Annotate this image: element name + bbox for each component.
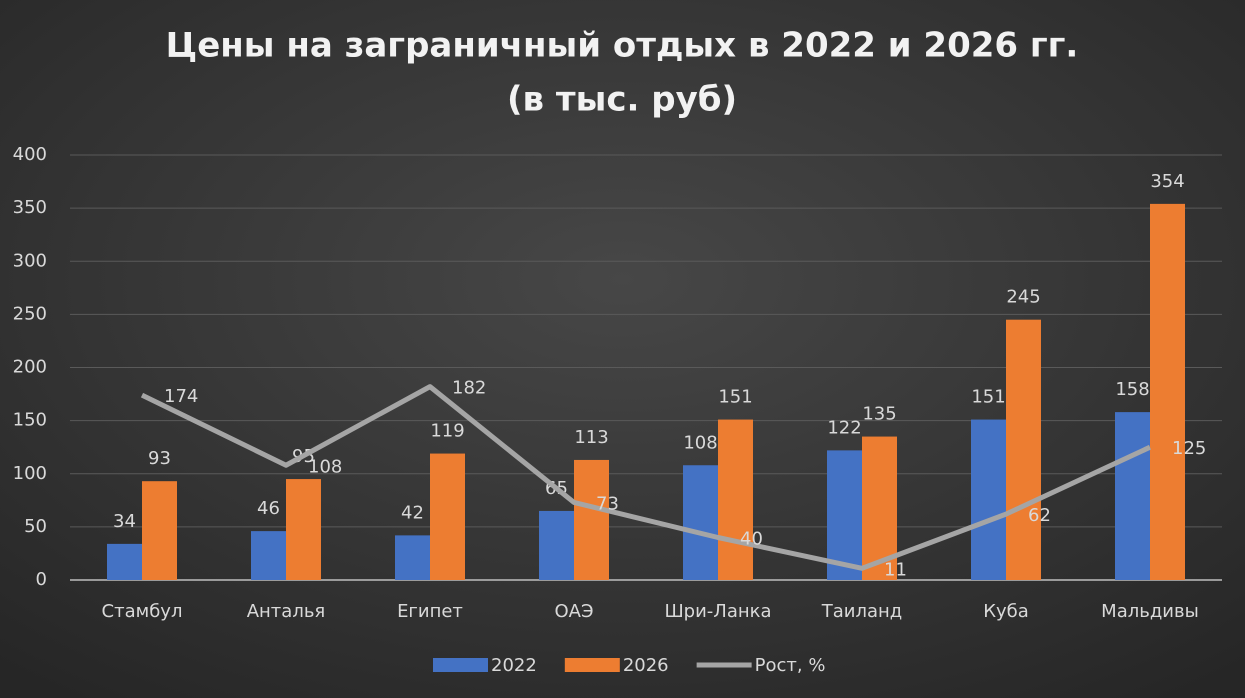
x-tick-label: Шри-Ланка: [664, 601, 771, 622]
data-label: 151: [718, 387, 752, 408]
bar: [395, 535, 430, 580]
legend-label: 2026: [623, 655, 669, 676]
data-label: 40: [740, 529, 763, 550]
data-label: 354: [1150, 171, 1184, 192]
x-tick-label: Стамбул: [102, 601, 183, 622]
bar: [107, 543, 142, 580]
legend-swatch: [564, 658, 620, 672]
y-tick-label: 100: [13, 463, 47, 484]
x-tick-label: Анталья: [247, 601, 326, 622]
bar: [971, 419, 1006, 580]
x-tick-label: Куба: [983, 601, 1029, 622]
legend-label: 2022: [491, 655, 537, 676]
data-label: 158: [1115, 379, 1149, 400]
data-label: 174: [164, 386, 198, 407]
data-label: 182: [452, 378, 486, 399]
y-tick-label: 200: [13, 357, 47, 378]
data-label: 46: [257, 498, 280, 519]
y-tick-label: 50: [24, 516, 47, 537]
data-label: 93: [148, 448, 171, 469]
bar: [539, 510, 574, 580]
legend-swatch: [433, 658, 488, 672]
data-label: 34: [113, 511, 136, 532]
data-label: 108: [683, 432, 717, 453]
data-label: 122: [827, 417, 861, 438]
bar: [286, 479, 321, 580]
bar: [827, 450, 862, 580]
data-label: 113: [574, 427, 608, 448]
data-label: 73: [596, 493, 619, 514]
bar: [430, 453, 465, 580]
data-label: 125: [1172, 438, 1206, 459]
y-tick-label: 150: [13, 410, 47, 431]
bar: [683, 465, 718, 580]
data-label: 245: [1006, 287, 1040, 308]
y-tick-label: 400: [13, 144, 47, 165]
chart-title: Цены на заграничный отдых в 2022 и 2026 …: [166, 26, 1079, 66]
bar: [1150, 203, 1185, 580]
bar: [574, 459, 609, 580]
data-label: 108: [308, 456, 342, 477]
bar: [718, 419, 753, 580]
data-label: 135: [862, 404, 896, 425]
legend-label: Рост, %: [755, 655, 826, 676]
data-label: 62: [1028, 505, 1051, 526]
y-tick-label: 250: [13, 303, 47, 324]
data-label: 42: [401, 502, 424, 523]
bar: [1006, 319, 1041, 580]
bar: [142, 481, 177, 580]
bar: [1115, 412, 1150, 580]
chart-title: (в тыс. руб): [507, 80, 737, 120]
line: [140, 384, 1152, 571]
data-label: 151: [971, 387, 1005, 408]
y-tick-label: 350: [13, 197, 47, 218]
data-label: 11: [884, 559, 907, 580]
x-tick-label: Мальдивы: [1101, 601, 1199, 622]
x-tick-label: ОАЭ: [554, 601, 593, 622]
x-tick-label: Египет: [397, 601, 463, 622]
y-tick-label: 0: [36, 569, 47, 590]
y-tick-label: 300: [13, 250, 47, 271]
bar: [251, 531, 286, 580]
data-label: 119: [430, 421, 464, 442]
x-tick-label: Таиланд: [821, 601, 902, 622]
